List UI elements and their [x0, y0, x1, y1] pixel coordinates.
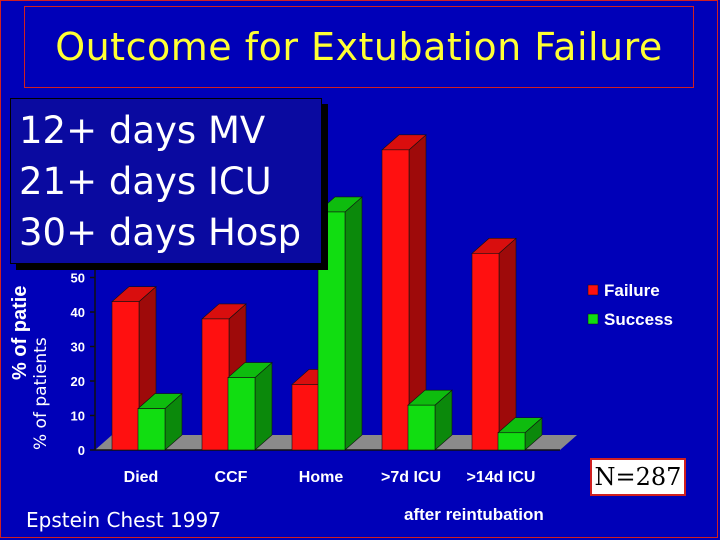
- bar-front: [137, 408, 166, 451]
- bar-front: [291, 384, 320, 451]
- callout-line-hosp: 30+ days Hosp: [19, 211, 302, 254]
- x-tick-label: Died: [124, 469, 159, 486]
- sample-size-box: N=287: [590, 458, 686, 496]
- bar-front: [317, 211, 346, 451]
- bar-front: [227, 377, 256, 451]
- y-tick-label: 50: [71, 271, 85, 286]
- bar-front: [497, 432, 526, 451]
- x-tick-label: >14d ICU: [467, 469, 536, 486]
- y-tick-label: 0: [78, 443, 85, 458]
- y-tick-label: 20: [71, 374, 85, 389]
- legend-label-success: Success: [604, 310, 673, 329]
- slide-title: Outcome for Extubation Failure: [55, 25, 663, 69]
- bar-failure: [381, 134, 427, 451]
- y-tick-label: 30: [71, 340, 85, 355]
- bar-success: [137, 392, 183, 451]
- source-citation: Epstein Chest 1997: [26, 508, 221, 532]
- bar-front: [201, 318, 230, 451]
- callout-line-mv: 12+ days MV: [19, 109, 266, 152]
- bar-front: [471, 253, 500, 451]
- bar-front: [111, 301, 140, 451]
- legend-swatch-failure: [587, 284, 599, 296]
- footnote-after-reintubation: after reintubation: [404, 505, 544, 524]
- bar-success: [407, 389, 453, 451]
- callout-line-icu: 21+ days ICU: [19, 160, 272, 203]
- bar-failure: [471, 237, 517, 451]
- y-axis-label-back: % of patients: [31, 337, 51, 450]
- y-axis-label-front: % of patie: [9, 286, 31, 380]
- bar-success: [497, 417, 543, 451]
- bar-front: [407, 404, 436, 451]
- bar-front: [381, 149, 410, 451]
- y-tick-label: 10: [71, 409, 85, 424]
- y-tick-label: 40: [71, 305, 85, 320]
- title-box: Outcome for Extubation Failure: [24, 6, 694, 88]
- x-tick-label: >7d ICU: [381, 469, 441, 486]
- stats-callout: 12+ days MV 21+ days ICU 30+ days Hosp: [10, 98, 322, 264]
- bar-success: [317, 196, 363, 451]
- bar-side: [344, 196, 363, 451]
- x-tick-label: Home: [299, 469, 344, 486]
- bar-success: [227, 361, 273, 451]
- legend-label-failure: Failure: [604, 281, 660, 300]
- legend-swatch-success: [587, 313, 599, 325]
- bar-side: [498, 237, 517, 451]
- sample-size-label: N=287: [594, 463, 682, 491]
- x-tick-label: CCF: [215, 469, 248, 486]
